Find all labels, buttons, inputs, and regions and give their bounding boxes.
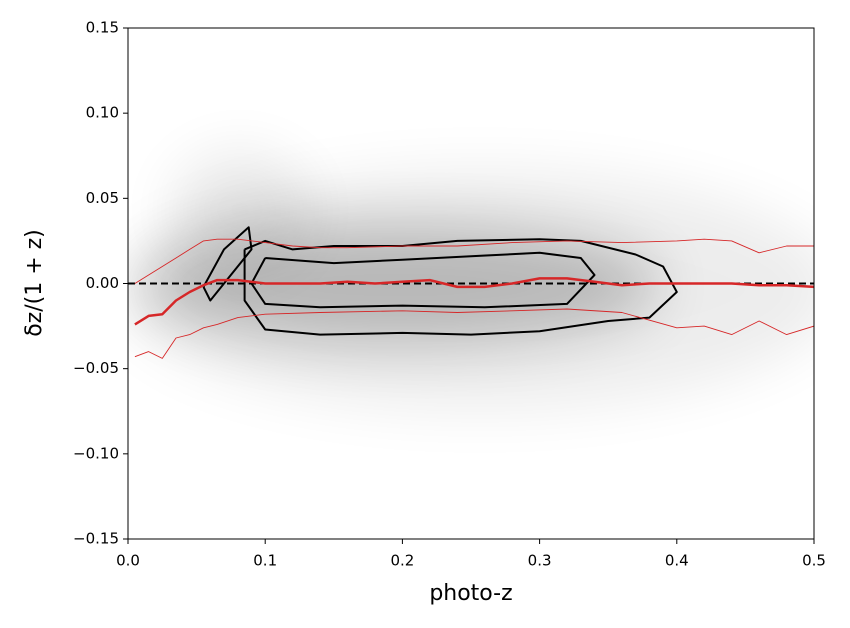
plot-area: [128, 226, 814, 359]
x-tick-label: 0.5: [802, 552, 826, 570]
contour: [243, 238, 678, 336]
y-tick-label: 0.10: [86, 104, 119, 122]
x-tick-label: 0.3: [528, 552, 552, 570]
density-cloud: [128, 150, 814, 410]
contour: [250, 251, 596, 309]
x-tick-label: 0.2: [390, 552, 414, 570]
y-axis-label: δz/(1 + z): [22, 229, 47, 337]
y-tick-label: −0.10: [73, 444, 119, 462]
series-line: [134, 277, 814, 326]
series-line: [134, 238, 814, 284]
y-tick-label: 0.00: [86, 274, 119, 292]
x-tick-label: 0.1: [253, 552, 277, 570]
x-axis-label: photo-z: [429, 581, 512, 606]
y-tick-label: 0.15: [86, 19, 119, 37]
contour: [202, 226, 253, 302]
series-line: [134, 308, 814, 359]
y-tick-label: −0.05: [73, 359, 119, 377]
x-tick-label: 0.0: [116, 552, 140, 570]
y-tick-label: −0.15: [73, 530, 119, 548]
y-tick-label: 0.05: [86, 189, 119, 207]
x-tick-label: 0.4: [665, 552, 689, 570]
